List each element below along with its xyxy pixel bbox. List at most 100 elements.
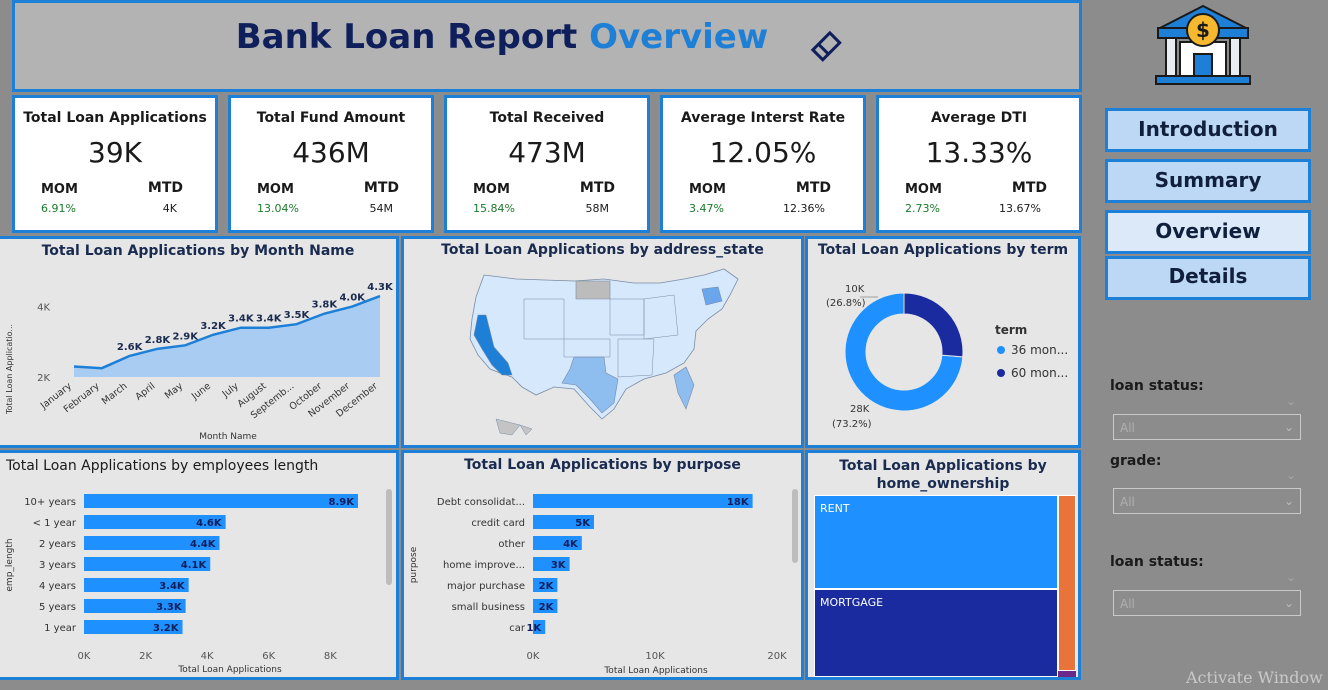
x-tick-label: May [163, 380, 186, 401]
x-tick-label: July [220, 380, 241, 400]
treemap-rent-label: RENT [820, 502, 850, 515]
data-label: 3.8K [312, 300, 339, 311]
bar[interactable] [533, 578, 558, 592]
bar[interactable] [533, 620, 546, 634]
chevron-down-icon: ⌄ [1283, 494, 1294, 508]
kpi-average-interest-rate: Average Interst Rate 12.05% MOM 3.47% MT… [660, 95, 866, 233]
nav-summary-button[interactable]: Summary [1105, 159, 1311, 203]
kpi-mom-value: 3.47% [689, 202, 724, 215]
kpi-average-dti: Average DTI 13.33% MOM 2.73% MTD 13.67% [876, 95, 1082, 233]
series-line [73, 294, 381, 370]
treemap-rent[interactable]: RENT [814, 495, 1058, 589]
us-map[interactable] [404, 239, 801, 445]
nav-details-button[interactable]: Details [1105, 256, 1311, 300]
title-main: Bank Loan Report [235, 17, 578, 57]
legend-36-label[interactable]: 36 mon... [1011, 343, 1068, 357]
kpi-mom-value: 13.04% [257, 202, 299, 215]
scrollbar[interactable] [386, 489, 392, 585]
x-tick-label: 2K [139, 651, 152, 662]
y-axis-label: Total Loan Applicatio... [5, 324, 14, 415]
category-label: Debt consolidat... [437, 497, 525, 508]
kpi-mtd-label: MTD [1011, 180, 1047, 196]
chevron-down-icon[interactable]: ⌄ [1286, 570, 1297, 584]
x-tick-label: 6K [262, 651, 275, 662]
bar[interactable] [84, 515, 226, 529]
data-label: 2K [539, 581, 555, 592]
y-tick-label: 2K [37, 373, 50, 384]
legend-36-swatch [997, 346, 1005, 354]
category-label: 3 years [39, 560, 76, 571]
slicer-loan-status-dropdown[interactable]: All ⌄ [1113, 414, 1301, 440]
purpose-bar-chart: purpose Total Loan Applications Debt con… [409, 489, 798, 676]
data-label: 2.6K [117, 342, 144, 353]
data-label: 4.3K [367, 282, 394, 293]
legend-60-label[interactable]: 60 mon... [1011, 366, 1068, 380]
bar[interactable] [84, 557, 211, 571]
category-label: car [509, 623, 526, 634]
bar[interactable] [533, 599, 558, 613]
donut-slice[interactable] [844, 292, 964, 412]
chart-by-purpose: Total Loan Applications by purpose purpo… [401, 450, 804, 680]
data-label: 2.9K [173, 331, 200, 342]
chevron-down-icon: ⌄ [1283, 596, 1294, 610]
slicer-loan-status-2-dropdown[interactable]: All ⌄ [1113, 590, 1301, 616]
bar[interactable] [84, 536, 220, 550]
bar[interactable] [84, 620, 183, 634]
x-tick-label: 8K [324, 651, 337, 662]
chart-title-line2: home_ownership [876, 476, 1010, 492]
kpi-total-loan-applications: Total Loan Applications 39K MOM 6.91% MT… [12, 95, 218, 233]
treemap-mortgage[interactable]: MORTGAGE [814, 589, 1058, 677]
data-label: 3.5K [284, 310, 311, 321]
bar[interactable] [533, 536, 582, 550]
kpi-mom-value: 6.91% [41, 202, 76, 215]
kpi-mom-value: 2.73% [905, 202, 940, 215]
chevron-down-icon[interactable]: ⌄ [1286, 394, 1297, 408]
category-label: credit card [471, 518, 525, 529]
eraser-icon[interactable] [807, 25, 847, 69]
slicer-value: All [1120, 421, 1135, 435]
legend-title: term [995, 323, 1027, 337]
data-label: 3.4K [228, 314, 255, 325]
data-label: 3.2K [153, 623, 180, 634]
data-label: 4.6K [196, 518, 223, 529]
chart-title-line1: Total Loan Applications by [839, 458, 1047, 474]
kpi-value: 12.05% [709, 136, 817, 169]
data-label: 4.4K [190, 539, 217, 550]
bar[interactable] [533, 494, 753, 508]
nav-introduction-button[interactable]: Introduction [1105, 108, 1311, 152]
bar[interactable] [533, 515, 594, 529]
slicer-grade-dropdown[interactable]: All ⌄ [1113, 488, 1301, 514]
bar[interactable] [84, 578, 189, 592]
kpi-mom-label: MOM [689, 182, 726, 197]
chart-by-term: Total Loan Applications by term 10K (26.… [805, 236, 1081, 448]
kpi-title: Total Fund Amount [256, 110, 406, 126]
x-axis-label: Total Loan Applications [603, 666, 708, 676]
x-tick-label: 0K [78, 651, 91, 662]
chart-by-state: Total Loan Applications by address_state [401, 236, 804, 448]
kpi-mtd-value: 13.67% [999, 202, 1041, 215]
x-tick-label: June [189, 381, 213, 403]
bar[interactable] [84, 494, 358, 508]
chart-title: Total Loan Applications by Month Name [41, 243, 355, 259]
emp-bar-chart: emp_length Total Loan Applications 10+ y… [5, 489, 392, 675]
slicer-loan-status-2-label: loan status: [1110, 554, 1204, 570]
bar[interactable] [84, 599, 186, 613]
scrollbar[interactable] [792, 489, 798, 563]
kpi-total-fund-amount: Total Fund Amount 436M MOM 13.04% MTD 54… [228, 95, 434, 233]
kpi-mtd-label: MTD [795, 180, 831, 196]
data-label: 3.2K [200, 321, 227, 332]
kpi-mom-label: MOM [473, 182, 510, 197]
category-label: major purchase [447, 581, 525, 592]
chart-title: Total Loan Applications by purpose [464, 457, 741, 473]
kpi-mom-label: MOM [41, 182, 78, 197]
treemap-own[interactable] [1058, 495, 1076, 671]
treemap-other[interactable] [1058, 671, 1076, 677]
svg-text:$: $ [1196, 18, 1210, 42]
category-label: home improve... [443, 560, 525, 571]
data-label: 3K [551, 560, 567, 571]
bar[interactable] [533, 557, 570, 571]
slicer-grade-label: grade: [1110, 453, 1162, 469]
donut-slice[interactable] [903, 292, 964, 358]
nav-overview-button[interactable]: Overview [1105, 210, 1311, 254]
chevron-down-icon[interactable]: ⌄ [1286, 468, 1297, 482]
